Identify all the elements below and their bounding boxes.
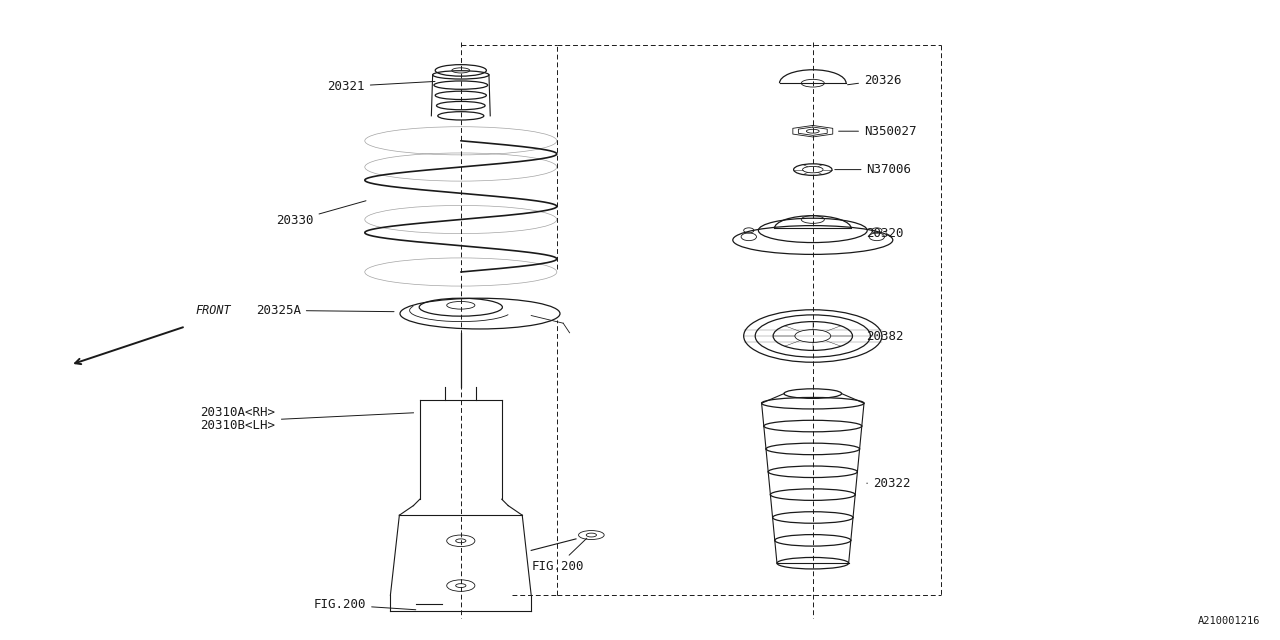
Text: N37006: N37006 [835,163,911,176]
Text: FIG.200: FIG.200 [314,598,416,611]
Text: FIG.200: FIG.200 [531,538,586,573]
Text: 20322: 20322 [867,477,910,490]
Text: A210001216: A210001216 [1198,616,1261,626]
Text: 20310B<LH>: 20310B<LH> [200,419,275,432]
Text: 20326: 20326 [847,74,901,86]
Text: FRONT: FRONT [196,304,232,317]
Text: 20321: 20321 [328,80,435,93]
Text: N350027: N350027 [838,125,916,138]
Text: 20310A<RH>: 20310A<RH> [200,406,275,419]
Text: 20330: 20330 [276,201,366,227]
Text: 20325A: 20325A [256,304,394,317]
Text: 20320: 20320 [867,227,904,240]
Text: 20382: 20382 [867,330,904,342]
